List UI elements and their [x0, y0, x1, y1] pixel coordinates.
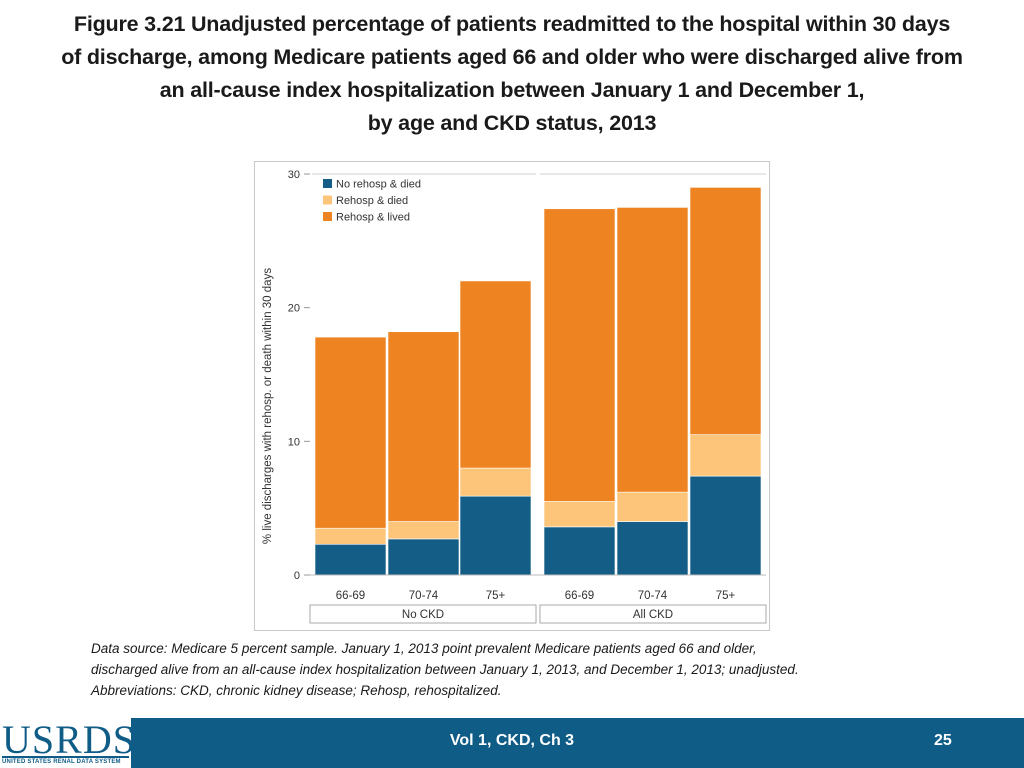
group-label-box: [539, 604, 767, 624]
stacked-bar-chart: 0 10 20 30 % live discharges with rehosp. o…: [254, 161, 770, 631]
figure-title: Figure 3.21 Unadjusted percentage of pat…: [0, 8, 1024, 140]
footnote-line: discharged alive from an all-cause index…: [91, 662, 799, 677]
bar-segment: [314, 543, 387, 576]
bar-segment: [689, 434, 762, 477]
bar-segment: [314, 336, 387, 529]
bar-segment: [543, 526, 616, 576]
x-tick-label: 66-69: [336, 590, 365, 602]
legend-label: Rehosp & lived: [336, 212, 410, 224]
y-tick-label: 20: [288, 303, 300, 315]
bar-segment: [459, 495, 532, 576]
bar-segment: [387, 331, 460, 522]
chart-svg: 0 10 20 30 % live discharges with rehosp. o…: [254, 161, 770, 631]
y-axis-label: % live discharges with rehosp. or death …: [262, 268, 274, 544]
group-label-box: [309, 604, 537, 624]
footer-bar: USRDS UNITED STATES RENAL DATA SYSTEM Vo…: [0, 717, 1024, 768]
bar-segment: [387, 538, 460, 576]
y-tick-label: 0: [294, 570, 300, 582]
group-label: All CKD: [633, 609, 673, 621]
bar-segment: [616, 491, 689, 522]
title-line: by age and CKD status, 2013: [367, 111, 657, 135]
y-tick-label: 30: [288, 169, 300, 181]
bar-segment: [616, 207, 689, 493]
x-tick-label: 70-74: [638, 590, 668, 602]
x-tick-label: 70-74: [409, 590, 439, 602]
legend-swatch: [323, 212, 332, 221]
bar-segment: [689, 187, 762, 435]
x-tick-label: 66-69: [565, 590, 594, 602]
bar-segment: [543, 501, 616, 528]
data-source-note: Data source: Medicare 5 percent sample. …: [91, 638, 951, 701]
footnote-line: Abbreviations: CKD, chronic kidney disea…: [91, 683, 502, 698]
logo-divider: [2, 756, 129, 758]
title-line: of discharge, among Medicare patients ag…: [61, 45, 963, 69]
bar-segment: [387, 521, 460, 540]
legend-swatch: [323, 195, 332, 205]
legend-swatch: [323, 179, 332, 188]
bar-segment: [689, 475, 762, 576]
page-number: 25: [934, 732, 952, 749]
usrds-logo: USRDS UNITED STATES RENAL DATA SYSTEM: [0, 717, 135, 768]
logo-subtitle: UNITED STATES RENAL DATA SYSTEM: [2, 759, 121, 765]
bar-segment: [314, 527, 387, 545]
x-tick-label: 75+: [486, 590, 506, 602]
group-label: No CKD: [402, 609, 444, 621]
legend-label: No rehosp & died: [336, 179, 421, 191]
bar-segment: [459, 467, 532, 497]
logo-text: USRDS: [2, 717, 136, 762]
title-line: Figure 3.21 Unadjusted percentage of pat…: [73, 12, 951, 36]
bar-segment: [459, 280, 532, 469]
footnote-line: Data source: Medicare 5 percent sample. …: [91, 641, 757, 656]
y-tick-label: 10: [288, 436, 300, 448]
title-line: an all-cause index hospitalization betwe…: [159, 78, 865, 102]
bar-segment: [616, 521, 689, 576]
bar-segment: [543, 208, 616, 502]
legend-label: Rehosp & died: [336, 195, 408, 207]
volume-chapter-label: Vol 1, CKD, Ch 3: [449, 732, 575, 749]
x-tick-label: 75+: [716, 590, 736, 602]
